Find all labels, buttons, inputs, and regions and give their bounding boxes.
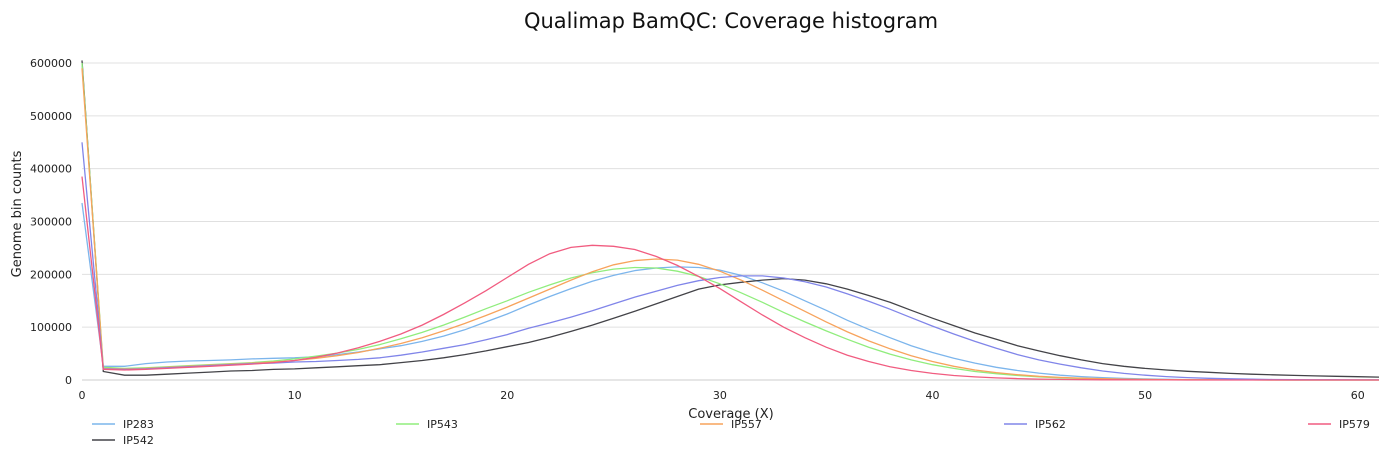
- chart-title: Qualimap BamQC: Coverage histogram: [524, 9, 938, 33]
- y-tick-label: 0: [65, 374, 72, 387]
- x-tick-labels: 0 10 20 30 40 50 60: [79, 389, 1365, 402]
- legend-item-ip562[interactable]: IP562: [1004, 418, 1066, 431]
- y-tick-labels: 0 100000 200000 300000 400000 500000 600000: [30, 57, 72, 387]
- legend-item-ip579[interactable]: IP579: [1308, 418, 1370, 431]
- series-line-ip562: [81, 142, 1379, 381]
- series-line-ip579: [81, 176, 1379, 381]
- series-lines: [81, 60, 1380, 381]
- legend-label: IP562: [1035, 418, 1066, 431]
- series-line-ip542: [81, 60, 1380, 378]
- y-tick-label: 200000: [30, 268, 72, 281]
- x-tick-label: 40: [925, 389, 939, 402]
- y-tick-label: 100000: [30, 321, 72, 334]
- x-tick-label: 30: [713, 389, 727, 402]
- legend-item-ip557[interactable]: IP557: [700, 418, 762, 431]
- legend-item-ip543[interactable]: IP543: [396, 418, 458, 431]
- series-line-ip557: [81, 68, 1379, 381]
- y-tick-label: 500000: [30, 110, 72, 123]
- legend-item-ip542[interactable]: IP542: [92, 434, 154, 447]
- legend-label: IP557: [731, 418, 762, 431]
- y-tick-label: 300000: [30, 216, 72, 229]
- legend-label: IP543: [427, 418, 458, 431]
- gridlines: [82, 62, 1379, 381]
- series-line-ip283: [81, 202, 1379, 381]
- legend-label: IP283: [123, 418, 154, 431]
- y-tick-label: 400000: [30, 163, 72, 176]
- x-tick-label: 20: [500, 389, 514, 402]
- y-axis-label: Genome bin counts: [10, 150, 25, 277]
- y-tick-label: 600000: [30, 57, 72, 70]
- legend-item-ip283[interactable]: IP283: [92, 418, 154, 431]
- legend-label: IP542: [123, 434, 154, 447]
- x-tick-label: 0: [79, 389, 86, 402]
- x-tick-label: 10: [288, 389, 302, 402]
- x-tick-label: 60: [1351, 389, 1365, 402]
- legend-label: IP579: [1339, 418, 1370, 431]
- legend: IP283 IP542 IP543 IP557 IP562 IP579: [92, 418, 1370, 447]
- x-tick-label: 50: [1138, 389, 1152, 402]
- x-axis-label: Coverage (X): [688, 407, 773, 422]
